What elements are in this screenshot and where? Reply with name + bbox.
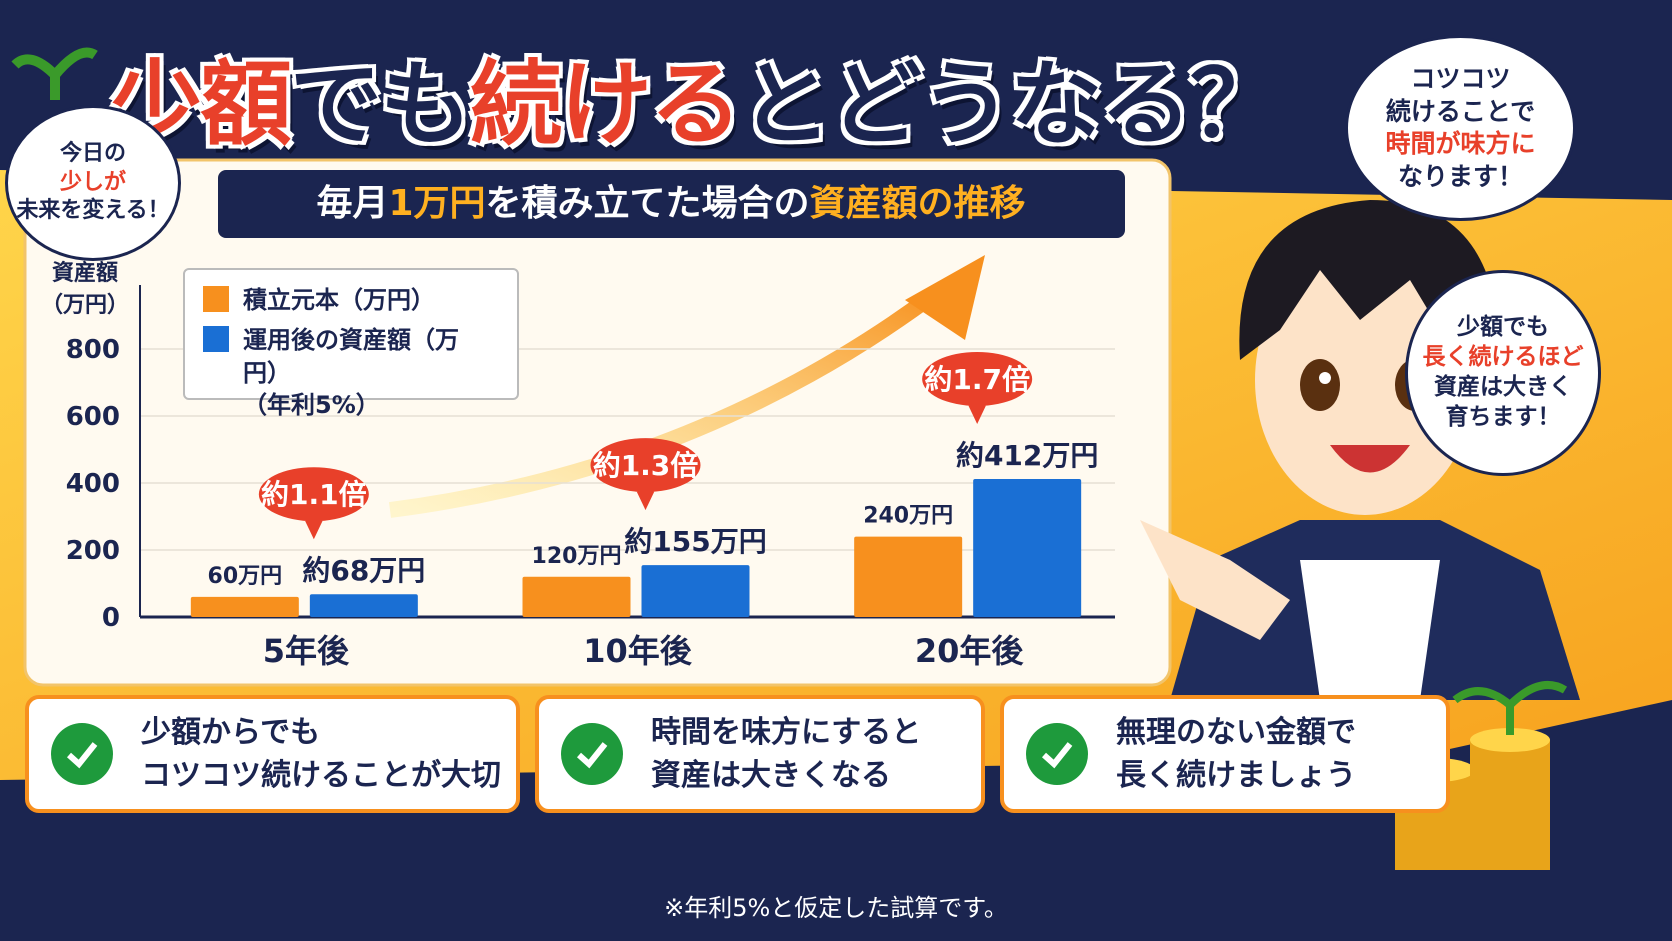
bubble-line: 少額でも bbox=[1457, 314, 1549, 341]
character bbox=[1140, 200, 1580, 700]
bubble-line: 続けることで bbox=[1385, 96, 1536, 126]
bubble-line: 育ちます！ bbox=[1445, 403, 1561, 430]
value-label: 120万円 bbox=[532, 544, 622, 569]
bar bbox=[309, 594, 418, 617]
value-label: 約412万円 bbox=[956, 439, 1098, 472]
check bbox=[576, 742, 608, 769]
card-text: 無理のない金額で 長く続けましょう bbox=[1116, 711, 1356, 798]
check bbox=[66, 742, 98, 769]
x-tick-label: 10年後 bbox=[583, 632, 693, 670]
value-label: 約155万円 bbox=[624, 525, 766, 558]
legend-entry: 運用後の資産額（万円） （年利5%） bbox=[203, 324, 499, 421]
card: 時間を味方にすると 資産は大きくなる bbox=[535, 695, 985, 813]
title-part: でも bbox=[289, 50, 474, 160]
card: 無理のない金額で 長く続けましょう bbox=[1000, 695, 1450, 813]
title-part: とどうなる？ bbox=[739, 50, 1284, 160]
y-tick-label: 800 bbox=[66, 335, 120, 365]
y-axis-label: （万円） bbox=[41, 293, 129, 318]
bar bbox=[190, 596, 299, 617]
legend-label: 積立元本（万円） bbox=[243, 286, 435, 314]
y-tick-label: 200 bbox=[66, 536, 120, 566]
bubble-line: 少しが bbox=[59, 169, 126, 195]
card-line: 少額からでも bbox=[141, 714, 321, 750]
legend-entry: 積立元本（万円） bbox=[203, 284, 499, 316]
bubble-line: 未来を変える！ bbox=[16, 198, 170, 224]
chart-title-part: を積み立てた場合の bbox=[486, 183, 810, 224]
right-bubble: 少額でも長く続けるほど 資産は大きく 育ちます！ bbox=[1405, 270, 1601, 476]
sprout bbox=[11, 47, 98, 100]
left-bubble: 今日の 少しが未来を変える！ bbox=[5, 105, 181, 261]
card-text: 少額からでもコツコツ続けることが大切 bbox=[141, 711, 501, 798]
chart-title-box bbox=[218, 170, 1125, 238]
footnote: ※年利5%と仮定した試算です。 bbox=[664, 894, 1008, 922]
y-tick-label: 400 bbox=[66, 469, 120, 499]
card-line: 時間を味方にすると bbox=[651, 714, 922, 750]
chart-title-part: 毎月 bbox=[316, 183, 388, 224]
card-text: 時間を味方にすると 資産は大きくなる bbox=[651, 711, 921, 798]
bar bbox=[641, 565, 750, 617]
card-line: 資産は大きくなる bbox=[651, 758, 891, 793]
bubble-line: 長く続けるほど bbox=[1422, 344, 1584, 371]
card-line: 無理のない金額で bbox=[1116, 714, 1356, 750]
bar bbox=[522, 576, 631, 617]
y-tick-label: 0 bbox=[102, 603, 120, 633]
bubble-line: なります！ bbox=[1397, 161, 1523, 191]
chart-title-part: 1万円 bbox=[388, 183, 485, 224]
card-line: 長く続けましょう bbox=[1116, 758, 1356, 793]
check bbox=[1041, 742, 1073, 769]
x-tick-label: 20年後 bbox=[915, 632, 1025, 670]
check-icon bbox=[1026, 723, 1088, 785]
bubble-line: 今日の bbox=[59, 141, 126, 167]
bubble-line: コツコツ bbox=[1410, 64, 1511, 93]
chart-title-part: 資産額の推移 bbox=[810, 183, 1026, 224]
legend-swatch bbox=[203, 286, 229, 312]
legend-swatch bbox=[203, 326, 229, 353]
y-axis-label: 資産額 bbox=[52, 260, 118, 286]
x-tick-label: 5年後 bbox=[263, 632, 350, 670]
check-icon bbox=[51, 723, 113, 785]
annotation-bubble bbox=[258, 467, 369, 540]
growth-arrow bbox=[388, 283, 945, 518]
bubble-line: 資産は大きく bbox=[1434, 374, 1572, 400]
annotation: 約1.7倍 bbox=[924, 363, 1030, 396]
right-top-bubble: コツコツ続けることで 時間が味方に なります！ bbox=[1345, 35, 1576, 221]
y-tick-label: 600 bbox=[66, 402, 120, 432]
card: 少額からでもコツコツ続けることが大切 bbox=[25, 695, 520, 813]
annotation: 約1.1倍 bbox=[261, 478, 367, 511]
legend-label: 運用後の資産額（万円） （年利5%） bbox=[243, 326, 459, 420]
bar bbox=[854, 536, 963, 617]
title: 少額でも続けるとどうなる？ bbox=[108, 30, 1284, 163]
annotation-bubble bbox=[590, 438, 701, 511]
title-part: 続ける bbox=[469, 50, 744, 160]
value-label: 約68万円 bbox=[302, 554, 425, 587]
annotation: 約1.3倍 bbox=[593, 449, 699, 482]
bar bbox=[973, 478, 1082, 617]
value-label: 60万円 bbox=[208, 564, 283, 589]
bubble-line: 時間が味方に bbox=[1385, 129, 1536, 158]
card-line: コツコツ続けることが大切 bbox=[141, 758, 501, 793]
value-label: 240万円 bbox=[863, 504, 953, 529]
arrow-head bbox=[905, 255, 985, 340]
chart-title: 毎月1万円を積み立てた場合の資産額の推移 bbox=[316, 183, 1025, 224]
legend: 積立元本（万円） 運用後の資産額（万円） （年利5%） bbox=[183, 268, 519, 419]
check-icon bbox=[561, 723, 623, 785]
annotation-bubble bbox=[922, 351, 1033, 424]
